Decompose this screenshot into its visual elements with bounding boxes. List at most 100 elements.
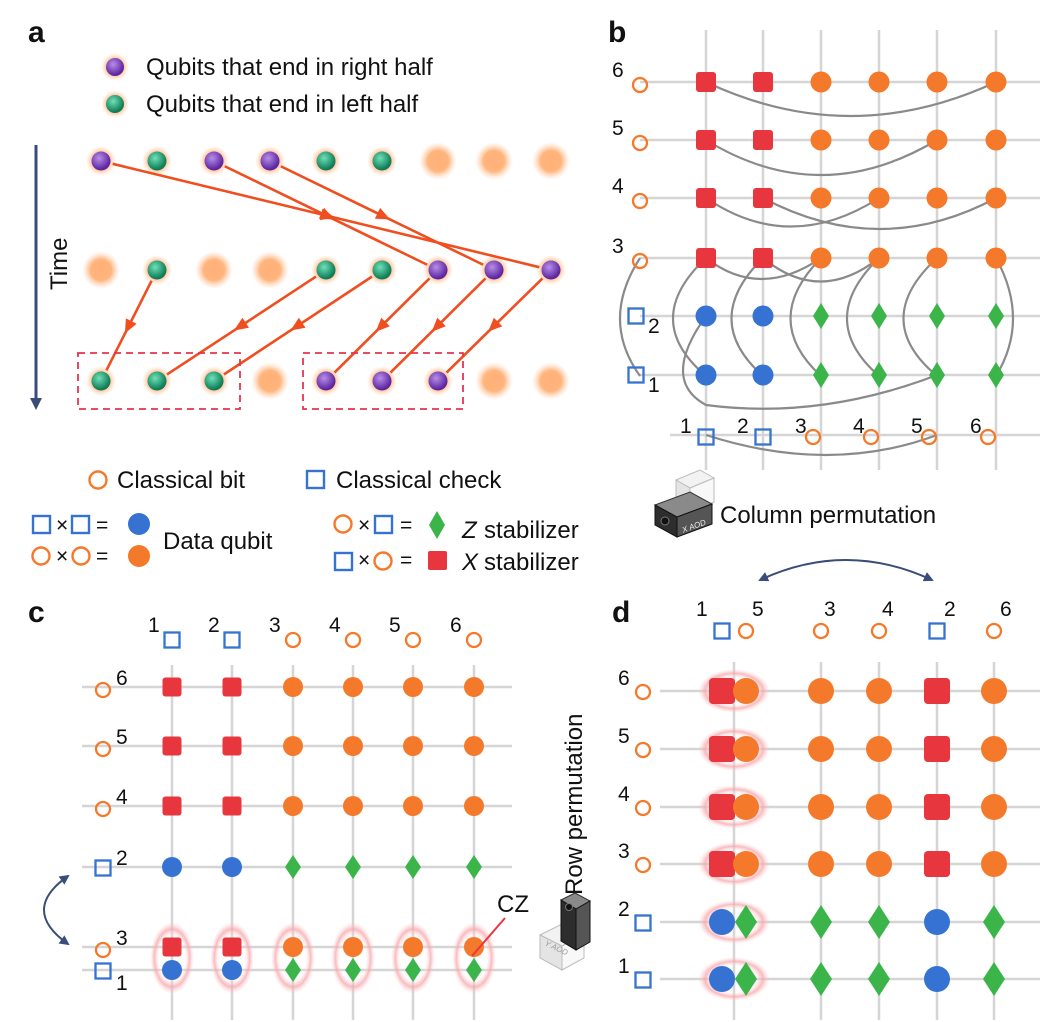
- legend-stabilizers: × = Z stabilizer × = X stabilizer: [333, 511, 579, 576]
- d-row-classical-bit: [634, 856, 652, 874]
- c-row-label: 6: [116, 667, 128, 690]
- b-col-label: 6: [970, 415, 982, 438]
- z-stabilizer: [983, 905, 1005, 939]
- legend-right-half: Qubits that end in right half: [101, 53, 433, 81]
- data-qubit: [162, 960, 182, 980]
- qubit-left-half: [316, 260, 336, 280]
- panel-b-diagram: 6 5 4 3 2 11 2 3 4 5 6: [612, 30, 1040, 470]
- legend-classical-bit: Classical bit: [117, 467, 245, 494]
- z-stabilizer: [813, 303, 829, 329]
- qubit-left-half: [147, 260, 167, 280]
- z-stabilizer: [929, 362, 945, 388]
- d-row-classical-bit: [634, 683, 652, 701]
- connection-arc: [705, 197, 880, 228]
- z-stabilizer: [813, 362, 829, 388]
- move-arrowhead: [374, 207, 391, 220]
- data-qubit: [343, 937, 363, 957]
- c-col-classical-check: [223, 631, 241, 649]
- d-row-classical-check: [634, 914, 652, 932]
- c-col-label: 4: [329, 614, 341, 637]
- z-stabilizer: [345, 958, 361, 982]
- cz-pointer-line: [471, 917, 506, 957]
- qubit-right-half: [484, 260, 504, 280]
- left-half-box: [77, 352, 241, 410]
- empty-site: [251, 362, 289, 400]
- data-qubit: [343, 736, 363, 756]
- d-row-classical-check: [634, 971, 652, 989]
- connection-arc: [730, 257, 764, 377]
- data-qubit: [403, 796, 423, 816]
- data-qubit: [810, 71, 832, 93]
- data-qubit: [733, 794, 759, 820]
- qubit-right-half: [428, 260, 448, 280]
- d-col-classical-bit: [737, 622, 755, 640]
- data-qubit: [808, 678, 834, 704]
- qubit-left-half: [372, 151, 392, 171]
- data-qubit: [926, 129, 948, 151]
- y-aod-device-icon: Y AOD: [538, 892, 592, 971]
- b-col-label: 3: [795, 415, 807, 438]
- z-stabilizer: [868, 905, 890, 939]
- x-stabilizer: [222, 796, 242, 816]
- data-qubit: [343, 796, 363, 816]
- legend-right-half-text: Qubits that end in right half: [146, 54, 433, 81]
- data-qubit: [808, 794, 834, 820]
- x-stabilizer: [924, 851, 950, 877]
- c-col-label: 5: [389, 614, 401, 637]
- row-permutation-label: Row permutation: [561, 714, 588, 895]
- d-row-classical-bit: [634, 741, 652, 759]
- b-row-classical-check: [627, 307, 645, 325]
- data-qubit: [810, 129, 832, 151]
- data-qubit: [283, 937, 303, 957]
- equals-sign-3: =: [400, 514, 412, 537]
- data-qubit: [222, 960, 242, 980]
- c-col-classical-bit: [284, 631, 302, 649]
- d-col-label: 3: [824, 598, 836, 621]
- cz-gate-glow: [150, 922, 194, 994]
- data-qubit: [283, 677, 303, 697]
- b-row-label: 2: [648, 315, 660, 338]
- b-row-label: 6: [612, 59, 624, 82]
- data-qubit: [464, 736, 484, 756]
- b-row-label: 3: [612, 235, 624, 258]
- c-row-classical-check: [94, 962, 112, 980]
- data-qubit: [695, 364, 717, 386]
- move-arrowhead: [431, 317, 446, 332]
- b-row-classical-check: [627, 366, 645, 384]
- x-stabilizer: [222, 736, 242, 756]
- data-qubit: [403, 736, 423, 756]
- data-qubit: [222, 857, 242, 877]
- data-qubit: [926, 247, 948, 269]
- c-row-classical-bit: [94, 740, 112, 758]
- data-qubit: [926, 71, 948, 93]
- data-qubit: [695, 305, 717, 327]
- x-stabilizer: [696, 188, 716, 208]
- equals-sign-2: =: [96, 545, 108, 568]
- times-sign-4: ×: [358, 549, 370, 572]
- data-qubit: [810, 187, 832, 209]
- time-label: Time: [46, 238, 73, 290]
- panel-c-diagram: 1 2 3 4 5 6 6 5 4 2 3 1: [82, 614, 512, 1020]
- b-row-label: 4: [612, 175, 624, 198]
- c-col-classical-bit: [404, 631, 422, 649]
- z-stabilizer: [929, 303, 945, 329]
- data-qubit: [868, 187, 890, 209]
- cz-label: CZ: [497, 891, 529, 918]
- connection-arc: [672, 257, 707, 377]
- b-row-classical-bit: [631, 252, 649, 270]
- legend-data-qubit-text: Data qubit: [163, 528, 273, 555]
- d-row-label: 3: [618, 840, 630, 863]
- data-qubit: [283, 736, 303, 756]
- z-stabilizer: [466, 958, 482, 982]
- data-qubit: [981, 678, 1007, 704]
- data-qubit: [709, 909, 735, 935]
- d-col-label: 2: [944, 598, 956, 621]
- move-arrowhead: [124, 318, 137, 334]
- connection-arc: [789, 257, 822, 377]
- z-stabilizer: [868, 962, 890, 996]
- data-qubit: [926, 187, 948, 209]
- move-arrowhead: [318, 207, 335, 220]
- equals-sign-4: =: [400, 549, 412, 572]
- panel-a-diagram: [77, 142, 570, 410]
